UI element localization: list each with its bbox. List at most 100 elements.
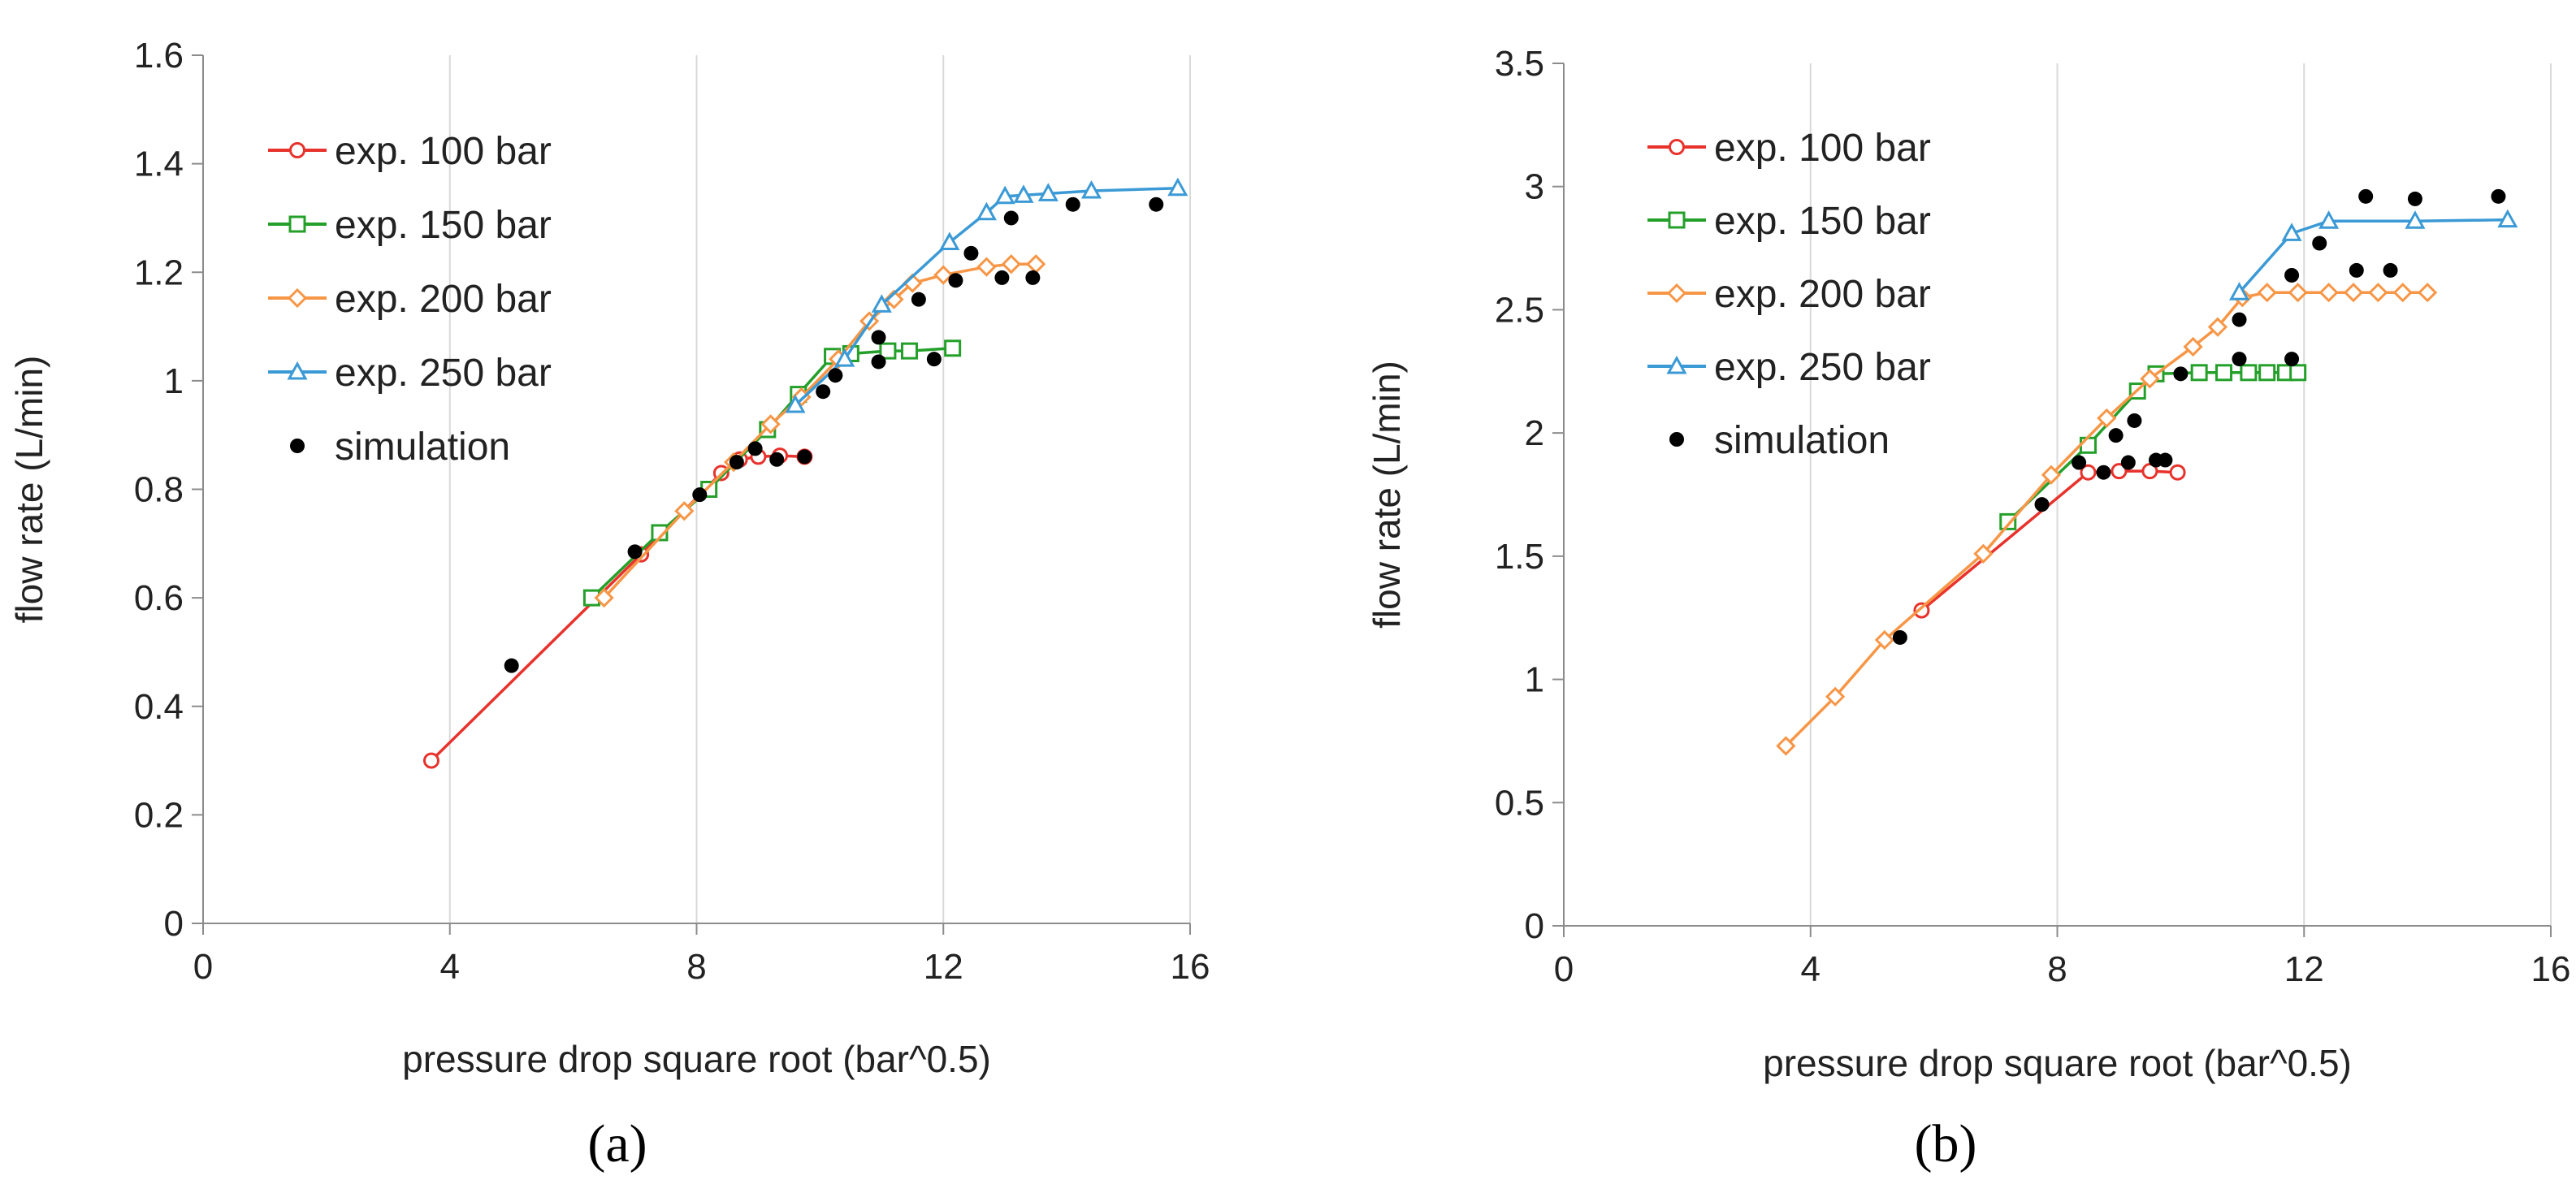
data-point: [1037, 183, 1059, 201]
data-point: [2312, 236, 2327, 251]
data-point: [594, 588, 614, 608]
data-point: [2240, 364, 2258, 382]
data-point: [871, 354, 886, 370]
data-point: [976, 201, 997, 221]
series-exp-200-bar: [1776, 283, 2438, 756]
data-point: [2080, 464, 2097, 481]
y-tick-label: 1.4: [134, 145, 184, 184]
series-line: [2238, 218, 2508, 294]
series-line: [1920, 469, 2178, 612]
data-point: [2096, 465, 2111, 480]
chart-panel-1: 0 0.5 1 1.5 2 2.5 3 3.5 0 4 8 12 16 pressure drop squ…: [1366, 44, 2570, 1174]
data-point: [1025, 270, 1041, 285]
data-point: [2034, 497, 2050, 512]
data-point: [2491, 188, 2506, 204]
legend-label: simulation: [335, 426, 510, 469]
data-point: [911, 292, 926, 307]
y-tick-label: 0.4: [134, 687, 184, 727]
series-exp-100-bar: [422, 447, 813, 769]
data-point: [994, 270, 1010, 285]
legend-label: exp. 250 bar: [1714, 346, 1931, 389]
legend-marker: [1668, 211, 1686, 229]
data-point: [2405, 210, 2426, 229]
legend-label: exp. 100 bar: [1714, 127, 1931, 170]
data-point: [627, 544, 643, 560]
legend-label: exp. 150 bar: [335, 204, 552, 247]
legend-item: exp. 250 bar: [268, 352, 552, 395]
data-point: [2215, 364, 2233, 382]
legend-marker: [288, 215, 306, 233]
data-point: [2281, 223, 2302, 241]
series-line: [794, 186, 1178, 407]
data-point: [1913, 602, 1930, 619]
data-point: [2284, 267, 2300, 283]
data-point: [1149, 197, 1164, 212]
data-point: [2349, 262, 2364, 278]
legend-marker: [290, 439, 305, 453]
y-tick-label: 1: [164, 361, 184, 401]
series-exp-100-bar: [1913, 463, 2186, 619]
legend-marker: [287, 361, 308, 380]
data-point: [933, 265, 954, 285]
data-point: [1776, 736, 1796, 756]
data-point: [2228, 282, 2250, 300]
y-axis-label: flow rate (L/min): [1366, 361, 1408, 629]
y-tick-label: 1.5: [1495, 537, 1544, 577]
legend-item: simulation: [290, 426, 510, 469]
x-tick-label: 0: [1554, 949, 1574, 989]
data-point: [2392, 283, 2413, 303]
x-tick-label: 8: [2047, 949, 2067, 989]
y-tick-label: 0.8: [134, 470, 184, 510]
legend-label: exp. 100 bar: [335, 130, 552, 173]
y-tick-label: 0: [164, 904, 184, 944]
data-point: [2318, 210, 2340, 229]
data-point: [2418, 283, 2438, 303]
legend-marker: [1669, 139, 1685, 155]
y-tick-label: 1.6: [134, 36, 184, 76]
panel-label: (a): [587, 1114, 647, 1174]
data-point: [2383, 262, 2398, 278]
y-tick-label: 0.5: [1495, 783, 1544, 823]
data-point: [2318, 283, 2339, 303]
data-point: [994, 185, 1015, 205]
data-point: [828, 368, 843, 383]
data-point: [2041, 465, 2062, 485]
data-point: [760, 414, 781, 434]
x-tick-label: 12: [924, 947, 963, 987]
data-point: [1167, 177, 1188, 197]
legend-label: exp. 200 bar: [1714, 273, 1931, 316]
data-point: [1003, 210, 1019, 226]
data-point: [2158, 452, 2173, 468]
y-tick-label: 2: [1525, 413, 1544, 453]
data-point: [2289, 364, 2307, 382]
data-point: [1001, 254, 1021, 274]
data-point: [2358, 188, 2374, 204]
legend-item: exp. 200 bar: [268, 278, 552, 321]
data-point: [2190, 364, 2208, 382]
data-point: [2072, 455, 2087, 470]
data-point: [422, 752, 439, 769]
legend-item: exp. 150 bar: [268, 204, 552, 247]
data-point: [1065, 197, 1080, 212]
data-point: [2169, 464, 2186, 481]
legend-label: simulation: [1714, 419, 1890, 462]
y-tick-label: 0: [1525, 906, 1544, 946]
data-point: [2111, 463, 2128, 480]
data-point: [504, 658, 519, 673]
data-point: [2127, 413, 2142, 428]
data-point: [2183, 336, 2203, 357]
data-point: [1013, 184, 1034, 203]
data-point: [2288, 283, 2308, 303]
data-point: [1973, 543, 1994, 564]
data-point: [871, 330, 886, 345]
data-point: [939, 231, 960, 251]
series-line: [2007, 371, 2298, 523]
data-point: [2284, 352, 2300, 367]
legend-marker: [289, 142, 305, 158]
legend-item: exp. 150 bar: [1647, 200, 1931, 243]
data-point: [816, 384, 831, 400]
legend-item: exp. 100 bar: [1647, 127, 1931, 170]
data-point: [692, 487, 708, 503]
series-exp-250-bar: [785, 177, 1188, 413]
